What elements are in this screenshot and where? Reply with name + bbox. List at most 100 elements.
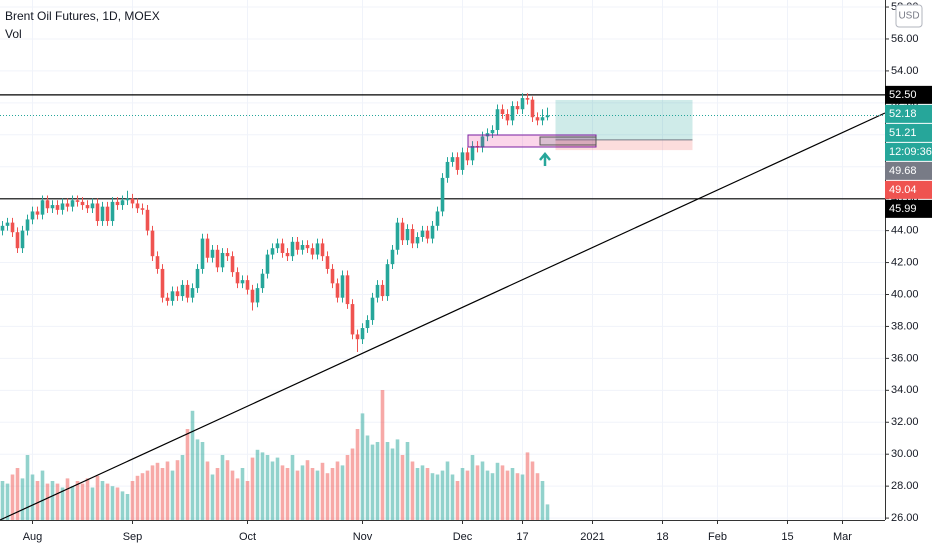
price-label: 49.68	[889, 165, 917, 177]
arrow-up	[539, 152, 551, 166]
x-tick-label: 15	[781, 531, 793, 543]
price-label-box	[885, 180, 932, 199]
volume-bar	[190, 410, 195, 520]
price-label-box	[885, 85, 932, 104]
volume-bar	[110, 486, 115, 520]
volume-bar	[475, 465, 480, 520]
candle-body	[75, 200, 80, 202]
candle-body	[275, 243, 280, 249]
volume-bar	[420, 465, 425, 520]
candle-body	[410, 229, 415, 244]
volume-bar	[260, 452, 265, 520]
price-label: 12:09:36	[889, 146, 932, 158]
volume-bar	[225, 460, 230, 520]
volume-bar	[160, 468, 165, 520]
volume-bar	[345, 455, 350, 520]
drawings	[0, 94, 886, 521]
volume-bar	[450, 474, 455, 520]
candle-body	[280, 243, 285, 253]
volume-bar	[195, 439, 200, 520]
volume-bar	[430, 473, 435, 520]
volume-bar	[515, 473, 520, 520]
candle-body	[435, 211, 440, 226]
candle-body	[170, 291, 175, 301]
volume-bar	[290, 455, 295, 520]
candle-body	[525, 98, 530, 100]
candle-body	[375, 284, 380, 298]
candle-body	[300, 244, 305, 250]
y-tick-label: 36.00	[891, 352, 919, 364]
volume-bar	[60, 487, 65, 520]
candle-body	[370, 297, 375, 321]
candle-body	[10, 222, 15, 233]
x-tick-label: 2021	[580, 531, 604, 543]
candle-body	[340, 275, 345, 298]
volume-bar	[185, 429, 190, 520]
candle-body	[325, 256, 330, 269]
volume-bar	[210, 474, 215, 520]
candle-body	[260, 273, 265, 289]
volume-bar	[465, 470, 470, 520]
x-tick-label: Feb	[708, 531, 727, 543]
volume-bar	[385, 442, 390, 520]
price-label: 52.18	[889, 108, 917, 120]
candle-body	[520, 98, 525, 110]
candle-body	[510, 106, 515, 121]
price-label-box	[885, 161, 932, 180]
candle-body	[320, 243, 325, 257]
candle-body	[480, 136, 485, 148]
volume-bar	[100, 481, 105, 520]
candle-body	[215, 249, 220, 268]
candle-body	[210, 249, 215, 258]
volume-label: Vol	[5, 27, 22, 41]
y-tick-label: 26.00	[891, 512, 919, 524]
axis-layer: 26.00 28.00 30.00 32.00 34.00 36.00 38.00 40.00…	[23, 1, 932, 543]
volume-bar	[145, 470, 150, 520]
price-label: 45.99	[889, 203, 917, 215]
y-tick-label: 28.00	[891, 480, 919, 492]
y-tick-label: 34.00	[891, 384, 919, 396]
trend-line	[0, 112, 886, 521]
volume-bar	[245, 481, 250, 520]
annotations	[467, 134, 597, 166]
candle-body	[470, 145, 475, 161]
candle-body	[225, 252, 230, 257]
y-tick-label: 54.00	[891, 65, 919, 77]
candle-body	[530, 99, 535, 118]
candle-body	[125, 198, 130, 201]
volume-bar	[320, 462, 325, 520]
candle-body	[195, 268, 200, 289]
currency[interactable]: USD	[898, 11, 919, 22]
price-label-box	[885, 142, 932, 161]
candle-body	[430, 225, 435, 239]
y-tick-label: 32.00	[891, 416, 919, 428]
chart-title: Brent Oil Futures, 1D, MOEX	[5, 9, 160, 23]
volume-layer	[0, 390, 550, 520]
currency-box[interactable]	[895, 4, 923, 28]
volume-bar	[535, 473, 540, 520]
candle-body	[365, 320, 370, 329]
candle-body	[50, 205, 55, 209]
volume-bar	[95, 475, 100, 520]
volume-bar	[230, 470, 235, 520]
volume-bar	[25, 455, 30, 520]
candle-body	[95, 203, 100, 222]
volume-bar	[490, 473, 495, 520]
price-label: 51.21	[889, 127, 917, 139]
candle-body	[355, 334, 360, 340]
volume-bar	[305, 460, 310, 520]
candle-body	[455, 157, 460, 170]
candle-body	[445, 161, 450, 178]
candle-body	[245, 280, 250, 290]
candle-body	[335, 283, 340, 298]
volume-bar	[340, 465, 345, 520]
candle-body	[315, 243, 320, 255]
candle-body	[495, 109, 500, 130]
volume-bar	[205, 461, 210, 520]
candle-body	[15, 232, 20, 249]
price-label: 49.04	[889, 184, 917, 196]
candle-body	[515, 106, 520, 110]
volume-bar	[50, 481, 55, 520]
volume-bar	[350, 448, 355, 520]
candle-body	[285, 252, 290, 257]
